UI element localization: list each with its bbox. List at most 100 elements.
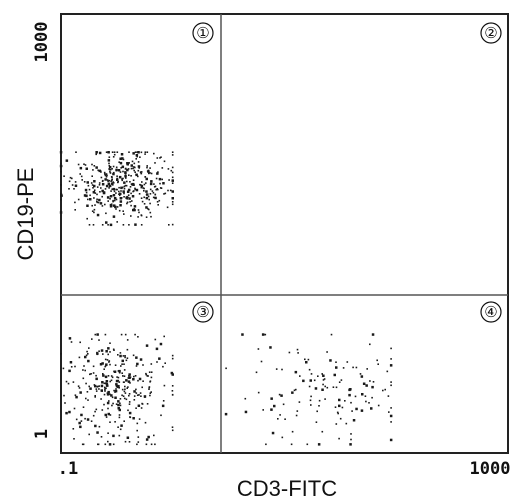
scatter-point-q3 bbox=[171, 357, 174, 360]
scatter-point-q4 bbox=[309, 399, 312, 402]
scatter-point-q1 bbox=[108, 179, 110, 182]
scatter-point-q1 bbox=[119, 161, 123, 165]
scatter-point-q4 bbox=[337, 412, 339, 415]
scatter-point-q1 bbox=[153, 152, 155, 155]
scatter-point-q3 bbox=[105, 363, 108, 366]
scatter-point-q1 bbox=[128, 224, 130, 226]
scatter-point-q1 bbox=[137, 216, 139, 218]
scatter-point-q3 bbox=[162, 365, 164, 368]
scatter-point-q4 bbox=[321, 430, 324, 433]
scatter-point-q1 bbox=[108, 187, 110, 189]
scatter-point-q1 bbox=[118, 161, 120, 163]
scatter-point-q1 bbox=[115, 192, 117, 194]
scatter-point-q3 bbox=[136, 422, 139, 425]
scatter-point-q1 bbox=[145, 206, 148, 209]
scatter-point-q3 bbox=[115, 383, 118, 386]
scatter-point-q3 bbox=[79, 391, 82, 394]
scatter-point-q3 bbox=[122, 375, 124, 377]
scatter-point-q1 bbox=[105, 151, 108, 153]
scatter-point-q1 bbox=[126, 201, 129, 204]
scatter-point-q3 bbox=[94, 410, 96, 413]
scatter-point-q3 bbox=[100, 384, 104, 388]
scatter-point-q1 bbox=[130, 167, 133, 170]
scatter-point-q3 bbox=[106, 392, 109, 394]
scatter-point-q1 bbox=[99, 191, 101, 193]
scatter-point-q3 bbox=[116, 376, 118, 378]
scatter-point-q1 bbox=[146, 193, 149, 196]
scatter-point-q1 bbox=[150, 172, 153, 175]
scatter-point-q1 bbox=[95, 166, 98, 169]
scatter-point-q3 bbox=[124, 333, 127, 336]
scatter-point-q3 bbox=[115, 385, 118, 388]
scatter-point-q4 bbox=[377, 404, 380, 407]
scatter-point-q3 bbox=[99, 363, 103, 366]
scatter-point-q3 bbox=[121, 372, 123, 374]
scatter-point-q1 bbox=[128, 151, 130, 153]
scatter-point-q1 bbox=[101, 189, 104, 193]
scatter-point-q4 bbox=[321, 373, 323, 375]
scatter-point-q1 bbox=[112, 181, 114, 183]
scatter-point-q3 bbox=[65, 411, 68, 415]
scatter-point-q1 bbox=[148, 172, 150, 175]
scatter-point-q1 bbox=[144, 151, 147, 153]
scatter-point-q4 bbox=[317, 375, 319, 377]
scatter-point-q4 bbox=[366, 368, 368, 370]
scatter-point-q1 bbox=[150, 180, 153, 183]
scatter-point-q4 bbox=[382, 389, 384, 392]
scatter-point-q4 bbox=[281, 436, 284, 439]
scatter-point-q3 bbox=[117, 370, 120, 372]
scatter-point-q1 bbox=[112, 199, 114, 202]
scatter-point-q3 bbox=[106, 393, 110, 396]
scatter-point-q3 bbox=[156, 361, 158, 363]
scatter-point-q1 bbox=[168, 224, 170, 226]
scatter-point-q3 bbox=[103, 403, 105, 406]
scatter-point-q4 bbox=[338, 398, 341, 402]
scatter-point-q3 bbox=[97, 443, 99, 446]
scatter-point-q1 bbox=[162, 182, 165, 185]
scatter-point-q1 bbox=[92, 224, 95, 226]
scatter-point-q3 bbox=[79, 341, 81, 344]
scatter-point-q1 bbox=[166, 206, 169, 209]
scatter-point-q1 bbox=[108, 166, 112, 169]
scatter-point-q3 bbox=[87, 353, 89, 355]
scatter-point-q3 bbox=[92, 372, 95, 374]
scatter-point-q1 bbox=[163, 160, 166, 163]
scatter-point-q3 bbox=[89, 387, 92, 390]
scatter-point-q1 bbox=[148, 208, 150, 211]
scatter-point-q1 bbox=[140, 197, 143, 199]
scatter-point-q3 bbox=[117, 379, 120, 382]
scatter-point-q3 bbox=[107, 375, 110, 377]
scatter-point-q1 bbox=[91, 210, 94, 212]
scatter-point-q1 bbox=[119, 192, 122, 196]
scatter-point-q1 bbox=[144, 153, 146, 155]
scatter-point-q4 bbox=[310, 373, 313, 375]
scatter-point-q1 bbox=[137, 169, 140, 172]
scatter-point-q1 bbox=[120, 167, 122, 169]
scatter-point-q4 bbox=[360, 409, 364, 412]
scatter-point-q1 bbox=[171, 171, 174, 174]
scatter-point-q3 bbox=[133, 395, 136, 397]
scatter-point-q1 bbox=[91, 163, 93, 166]
scatter-point-q1 bbox=[105, 221, 108, 224]
scatter-point-q1 bbox=[123, 196, 125, 198]
scatter-point-q3 bbox=[149, 380, 152, 382]
scatter-point-q1 bbox=[146, 151, 149, 153]
scatter-point-q1 bbox=[132, 167, 134, 170]
scatter-point-q1 bbox=[116, 206, 119, 208]
scatter-point-q1 bbox=[104, 203, 106, 206]
scatter-point-q1 bbox=[129, 181, 131, 183]
scatter-point-q4 bbox=[244, 410, 248, 414]
scatter-point-q1 bbox=[104, 173, 106, 175]
scatter-point-q3 bbox=[123, 369, 126, 371]
scatter-point-q1 bbox=[108, 162, 110, 165]
scatter-point-q4 bbox=[371, 385, 374, 389]
scatter-point-q3 bbox=[114, 389, 118, 393]
scatter-point-q1 bbox=[132, 152, 135, 155]
scatter-point-q1 bbox=[97, 169, 99, 172]
data-points bbox=[59, 151, 393, 446]
scatter-point-q3 bbox=[145, 443, 148, 446]
scatter-point-q3 bbox=[128, 394, 130, 397]
scatter-point-q3 bbox=[96, 431, 99, 434]
scatter-point-q1 bbox=[98, 151, 102, 155]
scatter-point-q3 bbox=[170, 371, 174, 375]
